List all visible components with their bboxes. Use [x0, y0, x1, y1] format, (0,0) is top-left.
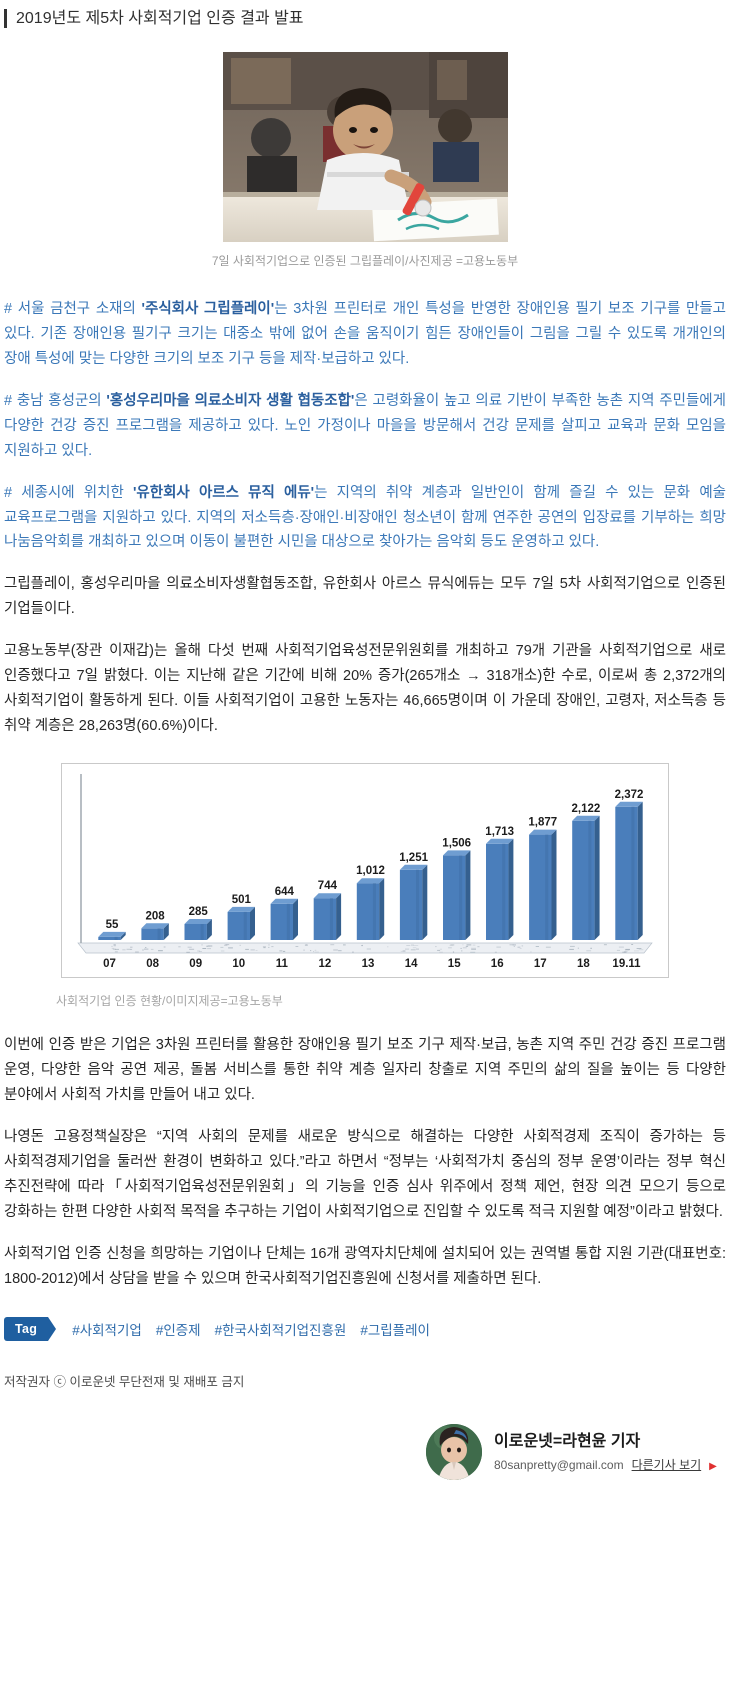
chart-floor — [78, 943, 652, 953]
bar-value-label-08: 208 — [146, 910, 166, 922]
bar-value-label-15: 1,506 — [442, 837, 471, 849]
body-paragraph-after-chart-2: 사회적기업 인증 신청을 희망하는 기업이나 단체는 16개 광역자치단체에 설… — [4, 1242, 726, 1292]
bar-chart: 55 07 208 08 285 09 501 10 644 11 744 12 1,012 13 1,25… — [61, 763, 669, 978]
bar-value-label-11: 644 — [275, 886, 295, 898]
x-axis-label-10: 10 — [232, 958, 245, 970]
tag-link-2[interactable]: #한국사회적기업진흥원 — [215, 1319, 347, 1339]
lead-photo-image — [223, 52, 508, 242]
body-paragraph-3: 그립플레이, 홍성우리마을 의료소비자생활협동조합, 유한회사 아르스 뮤식에듀… — [4, 572, 726, 622]
chart-figure: 55 07 208 08 285 09 501 10 644 11 744 12 1,012 13 1,25… — [0, 763, 730, 1009]
tag-badge: Tag — [4, 1317, 48, 1341]
x-axis-label-14: 14 — [405, 958, 418, 970]
lead-photo-caption: 7일 사회적기업으로 인증된 그립플레이/사진제공 =고용노동부 — [175, 252, 555, 271]
bar-value-label-14: 1,251 — [399, 852, 428, 864]
tag-link-3[interactable]: #그립플레이 — [360, 1319, 430, 1339]
bar-12: 744 12 — [314, 880, 341, 970]
copyright-notice: 저작권자 ⓒ 이로운넷 무단전재 및 재배포 금지 — [0, 1371, 730, 1390]
headline-section: 2019년도 제5차 사회적기업 인증 결과 발표 — [0, 0, 730, 30]
x-axis-label-18: 18 — [577, 958, 590, 970]
reporter-email: 80sanpretty@gmail.com — [494, 1458, 624, 1472]
more-articles-link[interactable]: 다른기사 보기 — [632, 1456, 702, 1473]
avatar — [426, 1424, 482, 1480]
tag-list: #사회적기업 #인증제 #한국사회적기업진흥원 #그립플레이 — [72, 1319, 430, 1339]
bar-value-label-13: 1,012 — [356, 865, 385, 877]
bar-value-label-19.11: 2,372 — [615, 789, 644, 801]
paragraph-group-top: # 서울 금천구 소재의 '주식회사 그립플레이'는 3차원 프린터로 개인 특… — [4, 297, 726, 739]
bar-value-label-16: 1,713 — [485, 826, 514, 838]
body-paragraph-2: # 세종시에 위치한 '유한회사 아르스 뮤직 에듀'는 지역의 취약 계층과 … — [4, 481, 726, 556]
bar-value-label-17: 1,877 — [528, 817, 557, 829]
emphasis-text: '홍성우리마을 의료소비자 생활 협동조합' — [106, 393, 354, 409]
reporter-name: 이로운넷=라현윤 기자 — [494, 1432, 724, 1453]
x-axis-label-09: 09 — [189, 958, 202, 970]
x-axis-label-11: 11 — [276, 958, 289, 970]
body-paragraph-after-chart-0: 이번에 인증 받은 기업은 3차원 프린터를 활용한 장애인용 필기 보조 기구… — [4, 1033, 726, 1108]
x-axis-label-17: 17 — [534, 958, 547, 970]
x-axis-label-08: 08 — [146, 958, 159, 970]
page-title: 2019년도 제5차 사회적기업 인증 결과 발표 — [0, 8, 730, 30]
bar-10: 501 10 — [228, 894, 255, 970]
body-paragraph-1: # 충남 홍성군의 '홍성우리마을 의료소비자 생활 협동조합'은 고령화율이 … — [4, 389, 726, 464]
tag-row: Tag #사회적기업 #인증제 #한국사회적기업진흥원 #그립플레이 — [0, 1317, 730, 1341]
bar-value-label-12: 744 — [318, 880, 338, 892]
bar-value-label-09: 285 — [189, 906, 209, 918]
body-paragraph-after-chart-1: 나영돈 고용정책실장은 “지역 사회의 문제를 새로운 방식으로 해결하는 다양… — [4, 1125, 726, 1225]
chart-caption: 사회적기업 인증 현황/이미지제공=고용노동부 — [56, 992, 730, 1009]
article-body-top: # 서울 금천구 소재의 '주식회사 그립플레이'는 3차원 프린터로 개인 특… — [0, 297, 730, 739]
bar-value-label-18: 2,122 — [572, 803, 601, 815]
byline-subline: 80sanpretty@gmail.com 다른기사 보기 ▶ — [494, 1456, 724, 1473]
bar-value-label-07: 55 — [106, 919, 119, 931]
x-axis-label-19.11: 19.11 — [612, 958, 641, 970]
reporter-byline: 이로운넷=라현윤 기자 80sanpretty@gmail.com 다른기사 보… — [0, 1424, 730, 1480]
bar-13: 1,012 13 — [356, 865, 385, 970]
bar-value-label-10: 501 — [232, 894, 252, 906]
lead-photo-figure: 7일 사회적기업으로 인증된 그립플레이/사진제공 =고용노동부 — [0, 52, 730, 271]
paragraph-group-bottom: 이번에 인증 받은 기업은 3차원 프린터를 활용한 장애인용 필기 보조 기구… — [4, 1033, 726, 1291]
body-paragraph-4: 고용노동부(장관 이재갑)는 올해 다섯 번째 사회적기업육성전문위원회를 개최… — [4, 639, 726, 739]
emphasis-text: '유한회사 아르스 뮤직 에듀' — [133, 485, 314, 501]
bar-08: 208 08 — [141, 910, 168, 970]
tag-link-0[interactable]: #사회적기업 — [72, 1319, 142, 1339]
article-body-bottom: 이번에 인증 받은 기업은 3차원 프린터를 활용한 장애인용 필기 보조 기구… — [0, 1033, 730, 1291]
byline-text: 이로운넷=라현윤 기자 80sanpretty@gmail.com 다른기사 보… — [494, 1432, 724, 1474]
tag-link-1[interactable]: #인증제 — [156, 1319, 201, 1339]
x-axis-label-12: 12 — [319, 958, 332, 970]
x-axis-label-07: 07 — [103, 958, 116, 970]
x-axis-label-16: 16 — [491, 958, 504, 970]
arrow-right-icon: ▶ — [709, 1462, 717, 1472]
body-paragraph-0: # 서울 금천구 소재의 '주식회사 그립플레이'는 3차원 프린터로 개인 특… — [4, 297, 726, 372]
x-axis-label-13: 13 — [362, 958, 375, 970]
bar-11: 644 11 — [271, 886, 298, 970]
emphasis-text: '주식회사 그립플레이' — [142, 301, 275, 317]
bar-09: 285 09 — [185, 906, 212, 970]
x-axis-label-15: 15 — [448, 958, 461, 970]
